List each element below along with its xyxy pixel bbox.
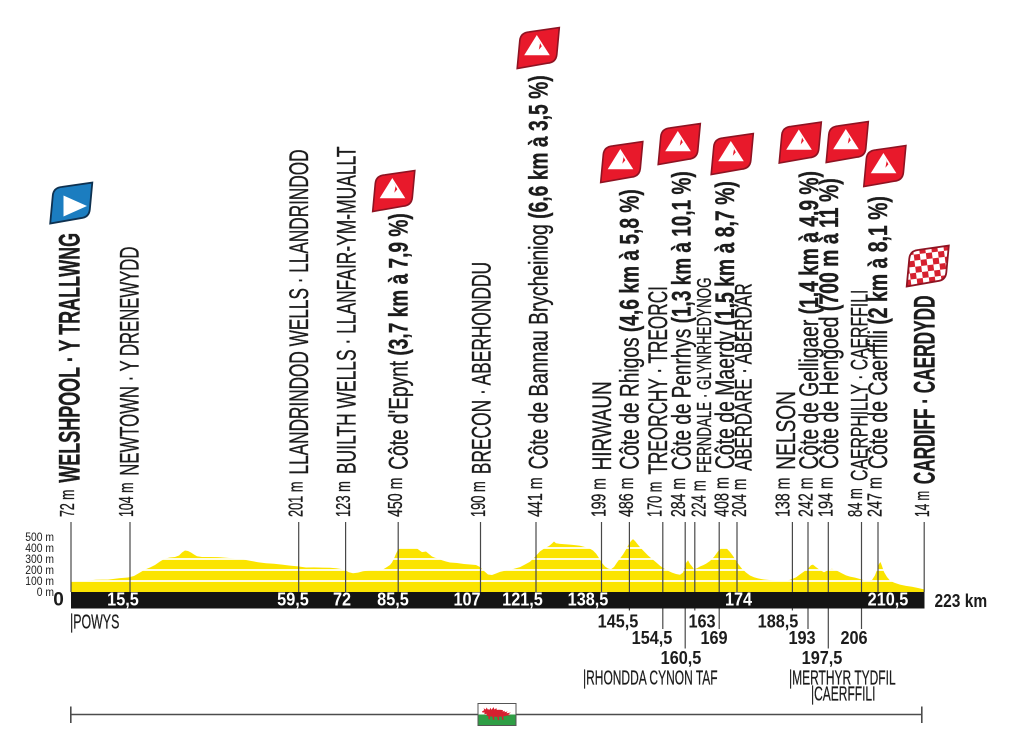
svg-text:59,5: 59,5 (277, 589, 309, 610)
svg-text:104 m NEWTOWN · Y DRENEWYDD: 104 m NEWTOWN · Y DRENEWYDD (114, 247, 144, 517)
svg-text:204 m ABERDARE · ABERDÂR: 204 m ABERDARE · ABERDÂR (727, 283, 757, 517)
svg-text:193: 193 (788, 627, 815, 648)
svg-text:154,5: 154,5 (632, 627, 673, 648)
svg-text:84 m CAERPHILLY · CAERFFILI: 84 m CAERPHILLY · CAERFFILI (844, 290, 873, 517)
svg-text:123 m BUILTH WELLS · LLANFAIR: 123 m BUILTH WELLS · LLANFAIR-YM-MUALLT (331, 146, 362, 517)
svg-text:|CAERFFILI: |CAERFFILI (811, 684, 875, 706)
svg-text:247 m Côte de Caerffili (2 km: 247 m Côte de Caerffili (2 km à 8,1 %) (863, 196, 893, 517)
svg-text:14 m CARDIFF · CAERDYDD: 14 m CARDIFF · CAERDYDD (909, 295, 942, 517)
svg-text:|RHONDDA CYNON TAF: |RHONDDA CYNON TAF (583, 668, 718, 690)
svg-text:486 m Côte de Rhigos (4,6 km: 486 m Côte de Rhigos (4,6 km à 5,8 %) (614, 189, 644, 517)
svg-text:0: 0 (53, 590, 64, 611)
svg-text:72: 72 (333, 589, 351, 610)
svg-text:138 m NELSON: 138 m NELSON (771, 391, 801, 517)
svg-text:300 m: 300 m (25, 553, 54, 566)
svg-text:400 m: 400 m (25, 542, 54, 555)
svg-text:15,5: 15,5 (107, 589, 139, 610)
svg-text:169: 169 (700, 627, 727, 648)
svg-text:201 m LLANDRINDOD WELLS · LLA: 201 m LLANDRINDOD WELLS · LLANDRINDOD (284, 149, 314, 517)
svg-text:194 m Côte de Hengoed (700 m: 194 m Côte de Hengoed (700 m à 11 %) (814, 178, 844, 517)
svg-text:223 km: 223 km (935, 591, 988, 612)
svg-text:|POWYS: |POWYS (70, 610, 119, 633)
svg-text:85,5: 85,5 (377, 589, 409, 610)
svg-text:163: 163 (688, 611, 715, 632)
svg-text:174: 174 (725, 589, 752, 610)
svg-text:188,5: 188,5 (758, 611, 799, 632)
svg-text:206: 206 (840, 627, 867, 648)
svg-text:160,5: 160,5 (661, 647, 702, 668)
svg-text:145,5: 145,5 (598, 611, 639, 632)
svg-text:197,5: 197,5 (802, 647, 843, 668)
svg-text:224 m FERNDALE · GLYNRHEDYNOG: 224 m FERNDALE · GLYNRHEDYNOG (688, 278, 716, 517)
svg-text:190 m BRECON · ABERHONDDU: 190 m BRECON · ABERHONDDU (466, 262, 497, 517)
svg-text:500 m: 500 m (25, 531, 54, 544)
svg-text:|MERTHYR TYDFIL: |MERTHYR TYDFIL (789, 668, 896, 690)
svg-text:242 m Côte de Gelligaer (1,4: 242 m Côte de Gelligaer (1,4 km à 4,9 %) (794, 171, 824, 517)
svg-text:138,5: 138,5 (568, 589, 609, 610)
svg-text:199 m HIRWAUN: 199 m HIRWAUN (587, 381, 617, 517)
svg-text:107: 107 (453, 589, 480, 610)
svg-text:72 m WELSHPOOL · Y TRALLWNG: 72 m WELSHPOOL · Y TRALLWNG (54, 233, 87, 517)
svg-text:408 m Côte de Maerdy (1,5 km: 408 m Côte de Maerdy (1,5 km à 8,7 %) (710, 181, 740, 517)
svg-text:121,5: 121,5 (502, 589, 543, 610)
svg-text:100 m: 100 m (25, 575, 54, 588)
svg-text:210,5: 210,5 (868, 589, 909, 610)
svg-text:0 m: 0 m (37, 586, 54, 599)
svg-text:441 m Côte de Bannau Brychein: 441 m Côte de Bannau Brycheiniog (6,6 km… (523, 75, 553, 517)
svg-text:170 m TREORCHY · TREORCI: 170 m TREORCHY · TREORCI (643, 286, 673, 517)
svg-text:200 m: 200 m (25, 564, 54, 577)
svg-text:284 m Côte de Penrhys (1,3 km: 284 m Côte de Penrhys (1,3 km à 10,1 %) (666, 171, 696, 517)
svg-text:450 m Côte d'Epynt (3,7 km à: 450 m Côte d'Epynt (3,7 km à 7,9 %) (383, 213, 413, 517)
